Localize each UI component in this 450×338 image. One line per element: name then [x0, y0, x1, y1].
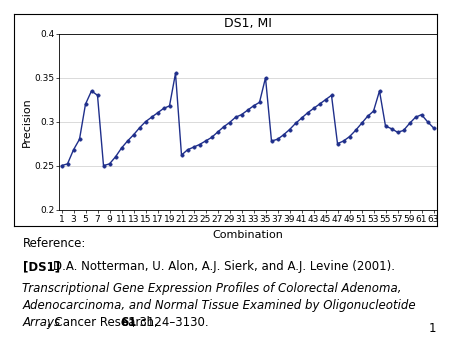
Text: Transcriptional Gene Expression Profiles of Colorectal Adenoma,: Transcriptional Gene Expression Profiles…: [22, 282, 402, 295]
Text: , 3124–3130.: , 3124–3130.: [132, 316, 209, 329]
Y-axis label: Precision: Precision: [22, 97, 32, 147]
Title: DS1, MI: DS1, MI: [224, 17, 271, 30]
X-axis label: Combination: Combination: [212, 230, 283, 240]
Text: , Cancer Research,: , Cancer Research,: [47, 316, 162, 329]
Text: Reference:: Reference:: [22, 237, 86, 249]
Text: 61: 61: [121, 316, 137, 329]
Text: 1: 1: [429, 322, 436, 335]
Text: [DS1]: [DS1]: [22, 260, 59, 273]
Text: Arrays: Arrays: [22, 316, 61, 329]
Text: D.A. Notterman, U. Alon, A.J. Sierk, and A.J. Levine (2001).: D.A. Notterman, U. Alon, A.J. Sierk, and…: [53, 260, 395, 273]
Text: Adenocarcinoma, and Normal Tissue Examined by Oligonucleotide: Adenocarcinoma, and Normal Tissue Examin…: [22, 299, 416, 312]
